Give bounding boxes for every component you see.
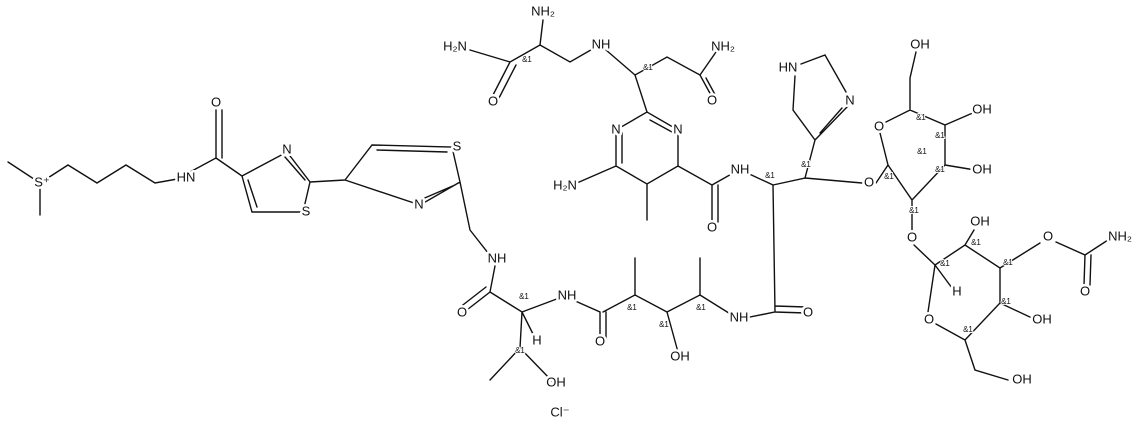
atom-label: O (457, 304, 467, 319)
atom-label: NH (488, 250, 507, 265)
bond-skeleton (7, 19, 1109, 382)
atom-label: OH (970, 213, 990, 228)
stereo-label: &1 (940, 259, 950, 268)
bonds (7, 19, 1109, 382)
stereo-label: &1 (884, 172, 894, 181)
stereo-label: &1 (1003, 258, 1013, 267)
atom-label: NH (731, 161, 750, 176)
atom-label: H₂N (553, 177, 577, 192)
atom-label: OH (910, 36, 930, 51)
atom-label: N (845, 92, 854, 107)
atom-label: Cl⁻ (550, 404, 569, 419)
atom-label: H₂N (443, 38, 467, 53)
atom-label: N (282, 141, 291, 156)
atom-label: H (532, 332, 541, 347)
stereo-label: &1 (1001, 297, 1011, 306)
atom-label: S⁺ (34, 174, 50, 189)
atom-label: O (595, 333, 605, 348)
atom-label: O (874, 118, 884, 133)
stereo-label: &1 (935, 165, 945, 174)
atom-label: O (488, 93, 498, 108)
stereo-label: &1 (519, 292, 529, 301)
atom-label: S (453, 138, 462, 153)
stereo-label: &1 (522, 55, 532, 64)
atom-label: O (707, 219, 717, 234)
stereo-label: &1 (765, 171, 775, 180)
atom-label: O (924, 311, 934, 326)
stereo-label: &1 (917, 147, 927, 156)
atom-label: NH₂ (711, 38, 735, 53)
atom-label: NH (592, 36, 611, 51)
stereo-label: &1 (643, 63, 653, 72)
atom-label: OH (972, 101, 992, 116)
atom-label: O (1080, 283, 1090, 298)
atom-label: O (1043, 228, 1053, 243)
stereo-label: &1 (801, 160, 811, 169)
stereo-label: &1 (963, 325, 973, 334)
atom-label: OH (972, 161, 992, 176)
atom-label: OH (546, 374, 566, 389)
atom-label: O (707, 92, 717, 107)
atom-label: N (611, 121, 620, 136)
atom-label: HN (177, 169, 196, 184)
atom-label: OH (670, 348, 690, 363)
atom-label: OH (1012, 371, 1032, 386)
stereo-label: &1 (627, 303, 637, 312)
atom-label: NH₂ (531, 3, 555, 18)
atom-label: O (907, 229, 917, 244)
atom-label: N (673, 121, 682, 136)
stereo-label: &1 (696, 303, 706, 312)
atom-label: HN (779, 59, 798, 74)
atom-label: NH₂ (1108, 228, 1132, 243)
atom-label: H (952, 283, 961, 298)
stereo-label: &1 (935, 131, 945, 140)
stereo-label: &1 (515, 346, 525, 355)
atom-label: S (302, 203, 311, 218)
stereo-label: &1 (909, 206, 919, 215)
atom-label: O (864, 174, 874, 189)
stereo-label: &1 (659, 320, 669, 329)
atom-label: NH (558, 287, 577, 302)
atom-label: NH (730, 309, 749, 324)
atom-label: N (414, 196, 423, 211)
stereo-label: &1 (971, 238, 981, 247)
atom-label: OH (1032, 311, 1052, 326)
atom-label: O (211, 94, 221, 109)
atom-label: O (803, 304, 813, 319)
stereo-label: &1 (916, 113, 926, 122)
